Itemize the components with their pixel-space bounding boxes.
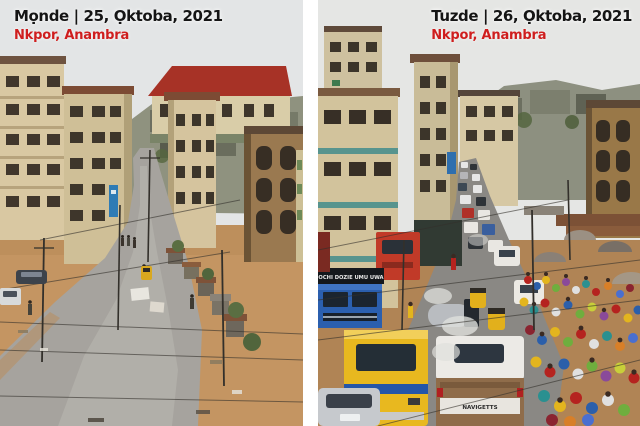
blue-signboard xyxy=(447,152,456,174)
blue-banner-sign xyxy=(109,185,118,217)
location-label: Nkpor, Anambra xyxy=(14,28,130,43)
arched-brown-building xyxy=(244,126,303,262)
market-roofs xyxy=(524,206,640,236)
market-umbrellas xyxy=(534,230,640,284)
parked-vehicles xyxy=(0,266,152,305)
upper-left-building xyxy=(324,26,382,94)
power-lines xyxy=(318,179,640,426)
caption-after: Tuzde | 26, Ọktoba, 2021 Nkpor, Anambra xyxy=(431,7,632,43)
center-tower-building xyxy=(164,92,220,248)
white-pickup-truck: NAVIGETTS xyxy=(436,336,524,426)
white-signboard xyxy=(130,287,150,301)
date-title: Tuzde | 26, Ọktoba, 2021 xyxy=(431,7,632,25)
left-building-a xyxy=(0,56,66,240)
crowd xyxy=(519,272,640,426)
date-title: Mọnde | 25, Ọktoba, 2021 xyxy=(14,7,223,25)
maroon-fence xyxy=(318,232,330,272)
location-label: Nkpor, Anambra xyxy=(431,28,547,43)
green-shop-sign xyxy=(332,80,340,86)
empty-street-photo xyxy=(0,0,303,426)
photo-panel-after: OCHI DOZIE UMU UWA xyxy=(318,0,640,426)
pickup-plate-text: NAVIGETTS xyxy=(462,405,497,411)
congested-street-photo: OCHI DOZIE UMU UWA xyxy=(318,0,640,426)
blue-truck: OCHI DOZIE UMU UWA xyxy=(318,268,384,328)
pedestrian-on-road xyxy=(408,253,456,318)
truck-banner-text: OCHI DOZIE UMU UWA xyxy=(318,275,383,281)
photo-panel-before: Mọnde | 25, Ọktoba, 2021 Nkpor, Anambra xyxy=(0,0,303,426)
silver-car xyxy=(318,388,380,426)
caption-before: Mọnde | 25, Ọktoba, 2021 Nkpor, Anambra xyxy=(14,7,223,43)
roadside-debris xyxy=(18,330,242,422)
closed-market-stalls xyxy=(130,240,261,351)
panel-divider xyxy=(303,0,318,426)
yellow-kekes xyxy=(470,288,505,330)
power-lines xyxy=(0,149,303,403)
